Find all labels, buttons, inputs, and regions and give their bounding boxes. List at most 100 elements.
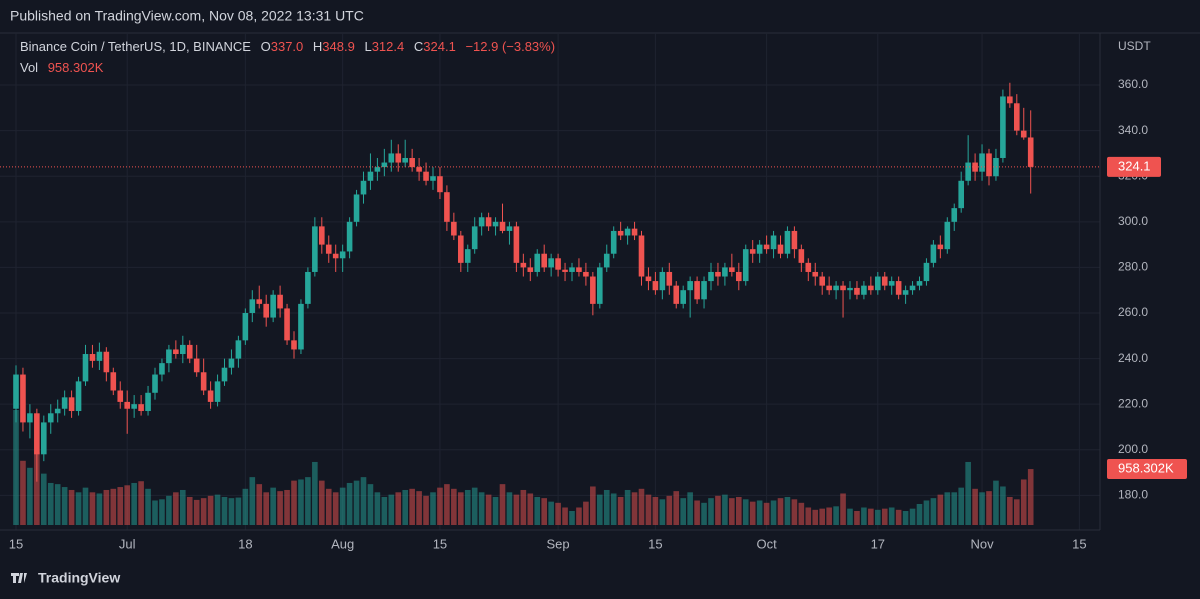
candle-body (902, 290, 909, 295)
volume-bar (346, 482, 353, 525)
volume-bar (103, 489, 110, 525)
volume-bar (812, 509, 819, 525)
x-tick-label: 15 (433, 536, 447, 551)
candle-body (152, 374, 158, 393)
volume-bar (27, 467, 33, 525)
candle-body (1014, 103, 1020, 131)
l-label: L (364, 39, 371, 54)
volume-bar (569, 510, 575, 525)
candle-body (576, 267, 582, 272)
volume-bar (381, 496, 388, 525)
volume-bar (909, 508, 916, 525)
candle-body (770, 235, 777, 250)
volume-bar (61, 487, 68, 525)
candle-body (402, 157, 408, 163)
candle-body (673, 285, 680, 304)
candle-body (562, 269, 568, 272)
candle-body (444, 192, 450, 222)
volume-bar (180, 489, 186, 525)
candle-body (861, 285, 867, 295)
volume-bar (353, 480, 360, 525)
candle-body (652, 281, 659, 291)
volume-bar (138, 481, 144, 525)
volume-bar (41, 473, 47, 525)
candle-body (110, 372, 117, 391)
volume-bar (680, 498, 686, 525)
volume-bar (645, 494, 652, 525)
volume-bar (534, 496, 541, 525)
volume-bar (749, 501, 756, 525)
candle-body (41, 422, 47, 455)
volume-badge-label: 958.302K (1118, 460, 1174, 475)
candle-body (270, 294, 276, 318)
volume-bar (270, 487, 276, 525)
candle-body (624, 228, 631, 236)
candle-body (888, 281, 895, 286)
candle-body (117, 390, 124, 402)
volume-bar (930, 498, 937, 525)
footer-logo: TradingView (11, 570, 120, 586)
candle-body (610, 230, 617, 254)
volume-bar (742, 499, 749, 525)
candle-body (381, 162, 388, 168)
candle-body (395, 153, 402, 163)
candle-body (680, 290, 686, 304)
candle-body (854, 287, 860, 295)
candle-body (617, 230, 624, 236)
volume-bar (513, 494, 520, 525)
volume-bar (13, 410, 19, 525)
open-value: 337.0 (271, 39, 304, 54)
x-tick-label: 17 (871, 536, 885, 551)
volume-bar (20, 460, 26, 525)
volume-bar (944, 492, 951, 525)
volume-bar (242, 488, 249, 525)
volume-bar (339, 487, 346, 525)
candle-body (124, 401, 130, 409)
volume-bar (916, 503, 923, 525)
candle-body (437, 176, 443, 193)
volume-bar (555, 502, 561, 525)
volume-bar (492, 496, 499, 525)
low-value: 312.4 (372, 39, 405, 54)
volume-bar (1027, 469, 1034, 525)
candle-body (34, 413, 40, 455)
candle-body (555, 258, 561, 270)
last-price-label: 324.1 (1118, 158, 1151, 173)
volume-bar (729, 498, 735, 525)
volume-bar (471, 487, 478, 525)
candle-body (930, 244, 937, 263)
candle-body (951, 208, 958, 222)
volume-bar (861, 507, 867, 525)
candle-body (360, 180, 367, 195)
candle-body (798, 249, 805, 263)
candle-body (513, 226, 520, 263)
candle-body (923, 262, 930, 282)
candle-body (54, 408, 61, 414)
volume-bar (923, 500, 930, 525)
candle-body (374, 167, 381, 172)
candle-body (986, 153, 992, 177)
volume-bar (548, 501, 554, 525)
volume-bar (659, 499, 666, 525)
volume-bar (902, 510, 909, 525)
candle-body (82, 354, 89, 382)
candle-body (499, 221, 506, 231)
candle-body (68, 397, 75, 412)
volume-badge (1107, 459, 1187, 480)
candle-body (506, 226, 513, 231)
volume-bar (895, 509, 902, 525)
candle-body (742, 249, 749, 282)
candle-body (763, 244, 770, 250)
candle-body (895, 281, 902, 295)
volume-bar (958, 487, 964, 525)
volume-bar (89, 492, 96, 525)
volume-bar (784, 496, 791, 525)
candle-body (687, 281, 693, 291)
volume-bar (736, 496, 742, 525)
volume-bar (124, 485, 130, 525)
volume-bar (583, 501, 589, 525)
volume-bar (228, 498, 235, 525)
volume-bar (506, 492, 513, 525)
volume-bar (617, 496, 624, 525)
candle-body (541, 253, 547, 268)
